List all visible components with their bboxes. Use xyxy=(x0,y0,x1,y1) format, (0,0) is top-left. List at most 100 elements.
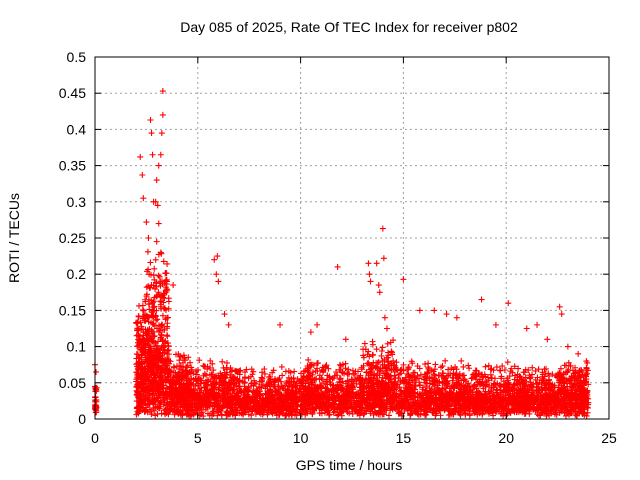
data-point xyxy=(158,410,165,417)
data-point xyxy=(157,377,164,384)
data-point xyxy=(145,393,152,400)
data-point xyxy=(145,301,152,308)
data-point xyxy=(153,280,160,287)
data-point xyxy=(166,369,173,376)
data-point xyxy=(173,386,180,393)
data-point xyxy=(482,363,489,370)
data-point xyxy=(177,353,184,360)
data-point xyxy=(171,411,178,418)
data-point xyxy=(186,379,193,386)
data-point xyxy=(139,306,146,313)
data-point xyxy=(224,390,231,397)
data-point xyxy=(378,352,385,359)
data-point xyxy=(162,270,169,277)
data-point xyxy=(144,248,151,255)
data-point xyxy=(158,292,165,299)
data-point xyxy=(150,371,157,378)
data-point xyxy=(460,363,467,370)
data-point xyxy=(388,348,395,355)
data-point xyxy=(183,377,190,384)
data-point xyxy=(134,327,141,334)
data-point xyxy=(146,306,153,313)
data-point xyxy=(193,394,200,401)
data-point xyxy=(432,361,439,368)
data-point xyxy=(148,382,155,389)
data-point xyxy=(145,266,152,273)
data-point xyxy=(153,325,160,332)
data-point xyxy=(157,389,164,396)
data-point xyxy=(155,289,162,296)
data-point xyxy=(201,370,208,377)
data-point xyxy=(196,385,203,392)
grid-lines xyxy=(95,57,609,419)
data-point xyxy=(143,291,150,298)
data-point xyxy=(162,277,169,284)
data-point xyxy=(150,299,157,306)
data-point xyxy=(159,322,166,329)
data-point xyxy=(148,337,155,344)
data-point xyxy=(144,402,151,409)
data-point xyxy=(156,399,163,406)
data-point xyxy=(163,314,170,321)
data-point xyxy=(165,305,172,312)
data-point xyxy=(135,359,142,366)
data-point xyxy=(162,316,169,323)
data-point xyxy=(135,331,142,338)
data-point xyxy=(139,344,146,351)
data-point xyxy=(140,307,147,314)
data-point xyxy=(152,379,159,386)
data-point xyxy=(145,328,152,335)
data-point xyxy=(144,350,151,357)
data-point xyxy=(180,390,187,397)
data-point xyxy=(153,317,160,324)
data-point xyxy=(154,316,161,323)
data-point xyxy=(172,369,179,376)
data-point xyxy=(146,271,153,278)
data-point xyxy=(344,371,351,378)
data-point xyxy=(159,372,166,379)
data-point xyxy=(155,345,162,352)
data-point xyxy=(153,293,160,300)
data-point xyxy=(384,340,391,347)
data-point xyxy=(149,378,156,385)
data-point xyxy=(219,358,226,365)
data-point xyxy=(147,259,154,266)
data-point xyxy=(148,281,155,288)
data-point xyxy=(439,363,446,370)
data-point xyxy=(162,340,169,347)
data-point xyxy=(155,364,162,371)
data-point xyxy=(150,333,157,340)
data-point xyxy=(188,375,195,382)
data-point xyxy=(148,390,155,397)
data-point xyxy=(93,396,100,403)
data-point xyxy=(361,340,368,347)
data-point xyxy=(161,326,168,333)
data-point xyxy=(205,410,212,417)
data-point xyxy=(154,411,161,418)
data-point xyxy=(154,404,161,411)
data-point xyxy=(219,405,226,412)
data-point xyxy=(179,396,186,403)
data-point xyxy=(153,363,160,370)
data-point xyxy=(153,348,160,355)
data-point xyxy=(148,411,155,418)
data-point xyxy=(379,344,386,351)
data-point xyxy=(187,413,194,420)
data-point xyxy=(159,312,166,319)
data-point xyxy=(425,360,432,367)
data-point xyxy=(278,363,285,370)
data-point xyxy=(193,368,200,375)
data-point xyxy=(180,352,187,359)
data-point xyxy=(198,409,205,416)
data-point xyxy=(163,286,170,293)
data-point xyxy=(438,364,445,371)
data-point xyxy=(155,405,162,412)
data-point xyxy=(158,250,165,257)
data-point xyxy=(291,368,298,375)
data-point xyxy=(164,287,171,294)
data-point xyxy=(215,409,222,416)
data-point xyxy=(187,400,194,407)
data-point xyxy=(442,357,449,364)
data-point xyxy=(153,385,160,392)
data-point xyxy=(178,380,185,387)
